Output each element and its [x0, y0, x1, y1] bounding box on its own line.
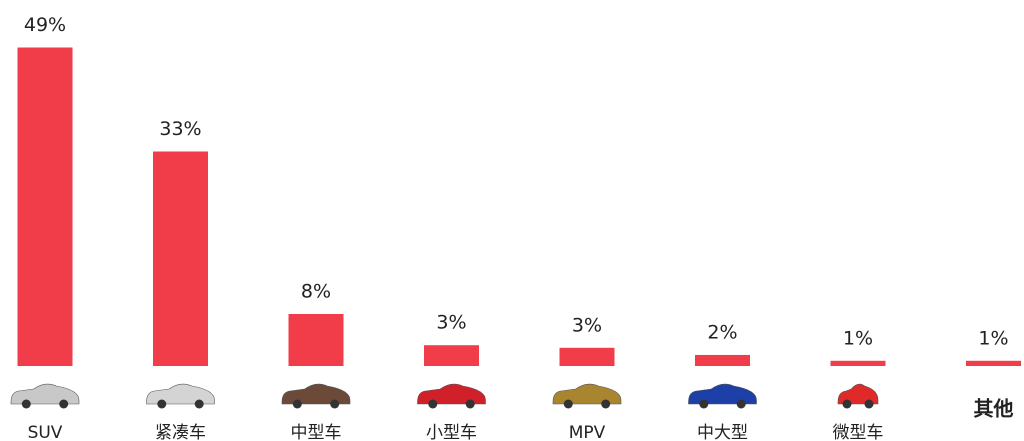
car-wheel: [330, 399, 340, 409]
x-tick-label: 紧凑车: [155, 423, 206, 441]
car-body: [146, 383, 215, 405]
bar: [424, 345, 479, 366]
x-tick-label: 中大型: [697, 423, 748, 441]
car-icon: [417, 383, 486, 409]
car-body: [837, 383, 879, 405]
x-tick-label: 微型车: [833, 423, 884, 441]
car-body: [552, 383, 622, 405]
car-wheel: [428, 399, 438, 409]
car-wheel: [563, 399, 573, 409]
car-icon: [146, 383, 215, 409]
car-icon: [10, 383, 80, 409]
x-tick-label: 中型车: [291, 423, 342, 441]
car-icon: [688, 383, 757, 409]
car-wheel: [864, 399, 874, 409]
bar: [153, 151, 208, 366]
car-icon: [552, 383, 622, 409]
car-icon: [281, 383, 351, 409]
value-label: 1%: [978, 327, 1008, 349]
car-wheel: [465, 399, 475, 409]
car-wheel: [157, 399, 167, 409]
value-label: 33%: [159, 118, 201, 140]
car-body: [688, 383, 757, 405]
value-label: 49%: [24, 14, 66, 36]
bar: [695, 354, 750, 366]
car-wheel: [842, 399, 852, 409]
value-label: 3%: [572, 314, 602, 336]
car-body: [10, 383, 80, 405]
car-wheel: [736, 399, 746, 409]
car-wheel: [292, 399, 302, 409]
bar: [288, 314, 344, 366]
bar: [17, 47, 73, 366]
value-label: 3%: [436, 312, 466, 334]
value-label: 8%: [301, 281, 331, 303]
car-body: [417, 383, 486, 405]
value-label: 2%: [707, 321, 737, 343]
car-wheel: [59, 399, 69, 409]
car-icon: [837, 383, 879, 409]
bar: [559, 347, 615, 366]
x-tick-label: MPV: [569, 423, 606, 441]
car-wheel: [194, 399, 204, 409]
x-tick-label: 小型车: [426, 423, 477, 441]
bar: [966, 360, 1021, 366]
value-label: 1%: [843, 327, 873, 349]
car-body: [281, 383, 351, 405]
car-wheel: [601, 399, 611, 409]
x-tick-label: 其他: [974, 397, 1014, 421]
x-tick-label: SUV: [28, 423, 63, 441]
car-wheel: [21, 399, 31, 409]
car-wheel: [699, 399, 709, 409]
bar: [830, 360, 886, 366]
